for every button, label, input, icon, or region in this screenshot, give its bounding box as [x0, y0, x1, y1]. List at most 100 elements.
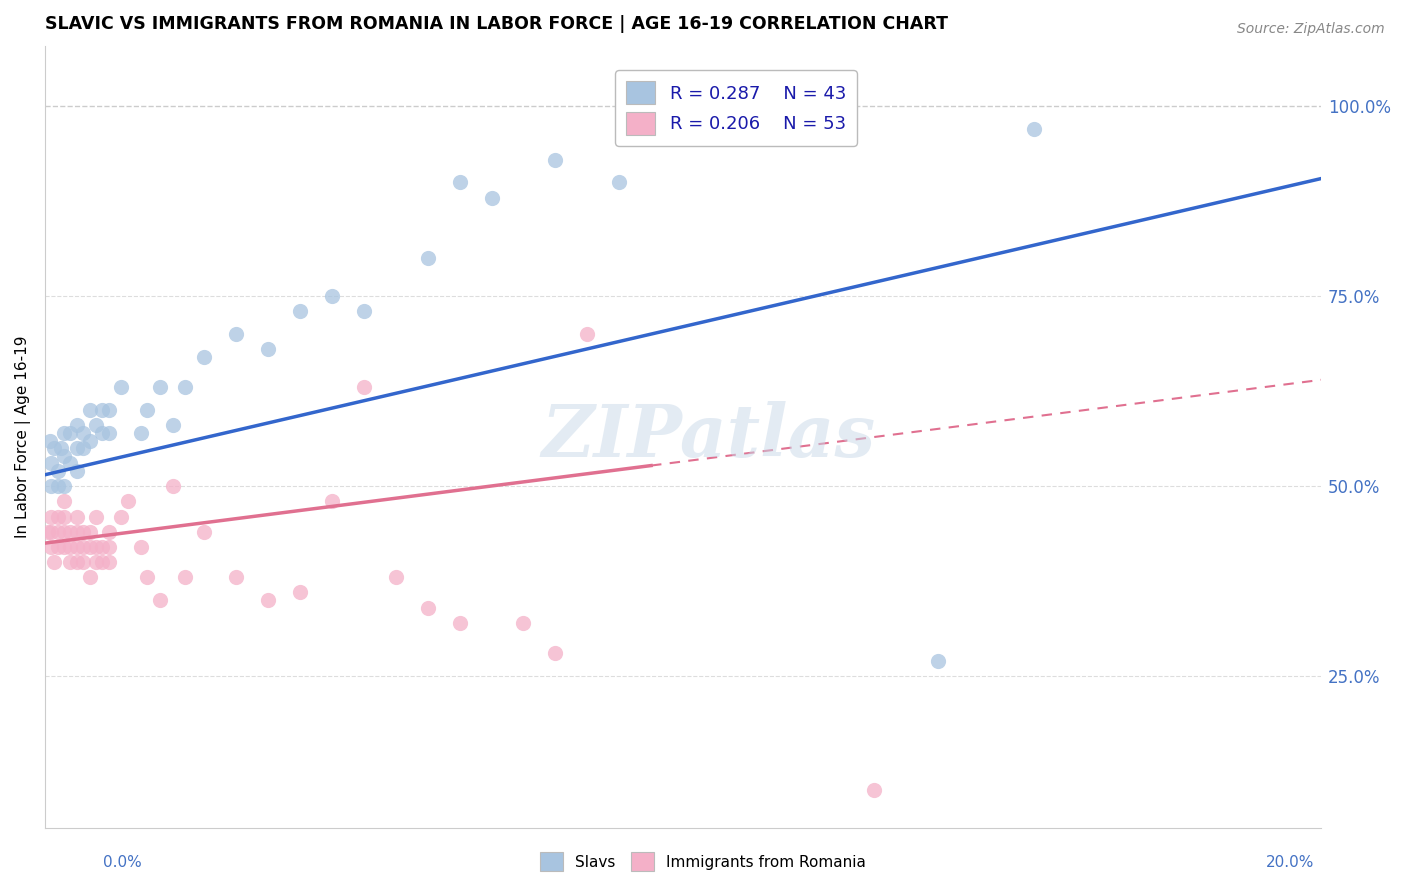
Point: [149, 380, 172, 394]
Point: [53, 494, 76, 508]
Point: [607, 175, 630, 189]
Point: [79, 403, 101, 417]
Point: [110, 509, 132, 524]
Point: [149, 593, 172, 607]
Point: [84, 555, 107, 569]
Point: [481, 190, 503, 204]
Point: [416, 252, 439, 266]
Text: 0.0%: 0.0%: [103, 855, 142, 870]
Point: [84, 509, 107, 524]
Point: [53, 479, 76, 493]
Point: [53, 540, 76, 554]
Text: 20.0%: 20.0%: [1267, 855, 1315, 870]
Point: [59, 524, 82, 539]
Point: [66, 464, 89, 478]
Legend: Slavs, Immigrants from Romania: Slavs, Immigrants from Romania: [534, 847, 872, 877]
Point: [353, 304, 375, 318]
Point: [91, 555, 114, 569]
Y-axis label: In Labor Force | Age 16-19: In Labor Force | Age 16-19: [15, 335, 31, 538]
Point: [321, 494, 343, 508]
Point: [39, 434, 62, 448]
Point: [927, 654, 949, 668]
Point: [449, 615, 471, 630]
Point: [544, 153, 567, 167]
Point: [863, 783, 886, 797]
Point: [72, 524, 94, 539]
Point: [72, 555, 94, 569]
Point: [59, 425, 82, 440]
Point: [91, 425, 114, 440]
Point: [79, 540, 101, 554]
Point: [449, 175, 471, 189]
Point: [53, 449, 76, 463]
Point: [66, 509, 89, 524]
Text: ZIPatlas: ZIPatlas: [541, 401, 876, 472]
Point: [59, 555, 82, 569]
Legend: R = 0.287    N = 43, R = 0.206    N = 53: R = 0.287 N = 43, R = 0.206 N = 53: [616, 70, 856, 145]
Point: [576, 327, 599, 342]
Point: [66, 540, 89, 554]
Point: [353, 380, 375, 394]
Point: [416, 600, 439, 615]
Point: [72, 540, 94, 554]
Point: [225, 570, 247, 584]
Point: [97, 540, 120, 554]
Point: [66, 555, 89, 569]
Point: [39, 479, 62, 493]
Point: [59, 456, 82, 470]
Point: [257, 343, 280, 357]
Point: [39, 509, 62, 524]
Point: [129, 425, 152, 440]
Point: [46, 509, 69, 524]
Point: [257, 593, 280, 607]
Point: [97, 425, 120, 440]
Point: [44, 441, 66, 455]
Point: [79, 570, 101, 584]
Point: [44, 555, 66, 569]
Point: [72, 425, 94, 440]
Point: [162, 418, 184, 433]
Point: [39, 524, 62, 539]
Point: [225, 327, 247, 342]
Point: [66, 418, 89, 433]
Point: [136, 403, 159, 417]
Point: [72, 441, 94, 455]
Point: [46, 479, 69, 493]
Point: [46, 540, 69, 554]
Point: [288, 304, 311, 318]
Point: [162, 479, 184, 493]
Point: [136, 570, 159, 584]
Point: [385, 570, 408, 584]
Point: [544, 646, 567, 660]
Point: [66, 524, 89, 539]
Point: [37, 524, 59, 539]
Point: [84, 540, 107, 554]
Point: [49, 441, 72, 455]
Point: [1022, 122, 1045, 136]
Point: [39, 540, 62, 554]
Point: [53, 509, 76, 524]
Point: [46, 464, 69, 478]
Point: [321, 289, 343, 303]
Point: [46, 524, 69, 539]
Point: [97, 403, 120, 417]
Point: [66, 441, 89, 455]
Point: [97, 524, 120, 539]
Point: [79, 434, 101, 448]
Point: [174, 380, 197, 394]
Point: [193, 350, 215, 364]
Point: [53, 524, 76, 539]
Point: [174, 570, 197, 584]
Point: [129, 540, 152, 554]
Point: [91, 540, 114, 554]
Point: [193, 524, 215, 539]
Point: [97, 555, 120, 569]
Point: [110, 380, 132, 394]
Point: [117, 494, 139, 508]
Point: [79, 524, 101, 539]
Point: [512, 615, 534, 630]
Point: [91, 403, 114, 417]
Point: [84, 418, 107, 433]
Point: [53, 425, 76, 440]
Text: SLAVIC VS IMMIGRANTS FROM ROMANIA IN LABOR FORCE | AGE 16-19 CORRELATION CHART: SLAVIC VS IMMIGRANTS FROM ROMANIA IN LAB…: [45, 15, 948, 33]
